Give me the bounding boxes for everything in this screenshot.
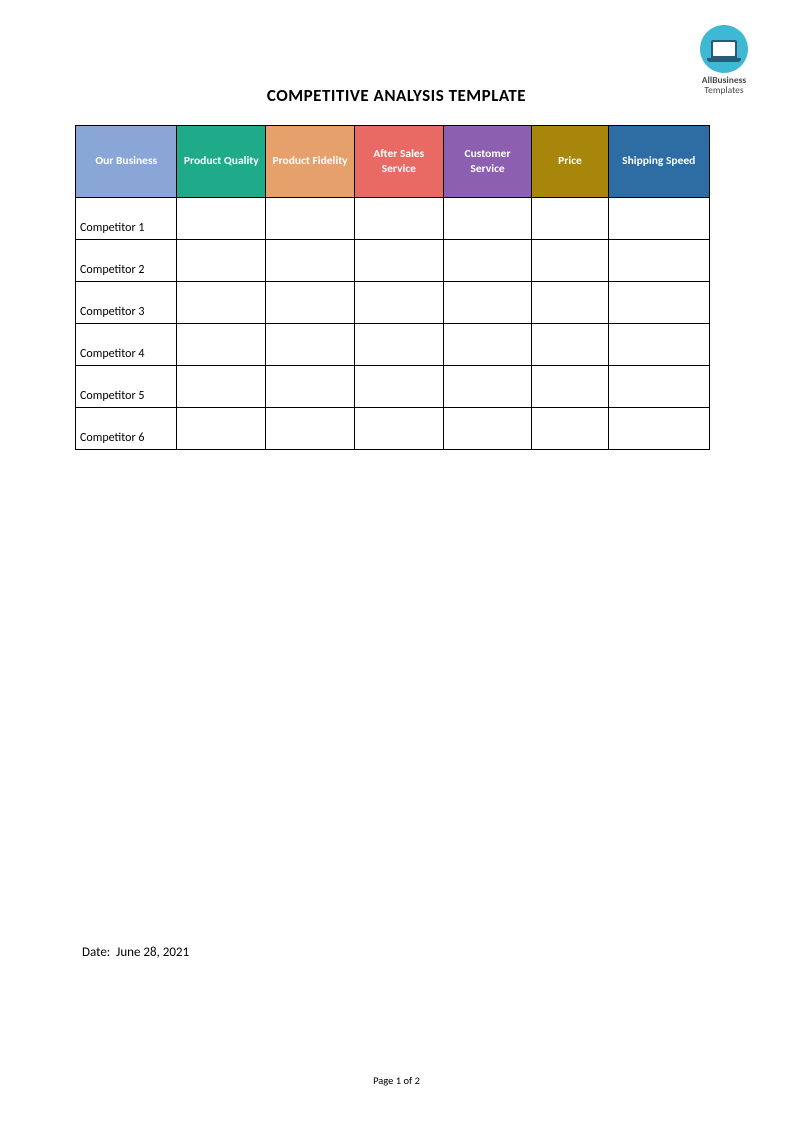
table-cell xyxy=(354,408,443,450)
date-line: Date: June 28, 2021 xyxy=(82,945,189,960)
table-cell xyxy=(177,282,266,324)
table-cell xyxy=(177,324,266,366)
table-row: Competitor 2 xyxy=(76,240,710,282)
table-cell xyxy=(608,366,709,408)
table-cell xyxy=(532,324,608,366)
page-title: COMPETITIVE ANALYSIS TEMPLATE xyxy=(0,85,793,106)
page-footer: Page 1 of 2 xyxy=(0,1074,793,1087)
table-header-cell: After Sales Service xyxy=(354,126,443,198)
analysis-table: Our BusinessProduct QualityProduct Fidel… xyxy=(75,125,710,450)
table-row: Competitor 5 xyxy=(76,366,710,408)
table-cell xyxy=(354,324,443,366)
table-cell xyxy=(443,408,532,450)
table-cell xyxy=(177,240,266,282)
table-cell xyxy=(608,198,709,240)
table-cell xyxy=(532,282,608,324)
table-cell xyxy=(354,198,443,240)
table-header-cell: Product Quality xyxy=(177,126,266,198)
table-cell xyxy=(354,240,443,282)
table-cell xyxy=(177,408,266,450)
table-header-cell: Customer Service xyxy=(443,126,532,198)
analysis-table-container: Our BusinessProduct QualityProduct Fidel… xyxy=(75,125,710,450)
table-cell xyxy=(354,366,443,408)
row-label: Competitor 2 xyxy=(76,240,177,282)
table-cell xyxy=(608,240,709,282)
date-value: June 28, 2021 xyxy=(116,945,189,960)
table-cell xyxy=(177,366,266,408)
row-label: Competitor 1 xyxy=(76,198,177,240)
table-cell xyxy=(266,198,355,240)
table-header-row: Our BusinessProduct QualityProduct Fidel… xyxy=(76,126,710,198)
table-row: Competitor 4 xyxy=(76,324,710,366)
table-cell xyxy=(266,324,355,366)
table-cell xyxy=(443,366,532,408)
table-cell xyxy=(532,198,608,240)
table-cell xyxy=(608,282,709,324)
table-header-cell: Our Business xyxy=(76,126,177,198)
table-row: Competitor 3 xyxy=(76,282,710,324)
table-cell xyxy=(443,198,532,240)
row-label: Competitor 3 xyxy=(76,282,177,324)
table-cell xyxy=(443,282,532,324)
table-row: Competitor 1 xyxy=(76,198,710,240)
table-cell xyxy=(266,282,355,324)
logo-circle xyxy=(700,25,748,73)
table-cell xyxy=(443,240,532,282)
table-header-cell: Price xyxy=(532,126,608,198)
row-label: Competitor 4 xyxy=(76,324,177,366)
table-cell xyxy=(266,240,355,282)
row-label: Competitor 6 xyxy=(76,408,177,450)
table-cell xyxy=(532,408,608,450)
row-label: Competitor 5 xyxy=(76,366,177,408)
table-cell xyxy=(266,408,355,450)
table-cell xyxy=(532,240,608,282)
table-cell xyxy=(266,366,355,408)
table-cell xyxy=(608,408,709,450)
table-row: Competitor 6 xyxy=(76,408,710,450)
table-header-cell: Product Fidelity xyxy=(266,126,355,198)
table-cell xyxy=(443,324,532,366)
table-cell xyxy=(608,324,709,366)
table-cell xyxy=(532,366,608,408)
table-header-cell: Shipping Speed xyxy=(608,126,709,198)
laptop-icon xyxy=(711,40,737,58)
table-cell xyxy=(177,198,266,240)
table-cell xyxy=(354,282,443,324)
date-label: Date: xyxy=(82,945,110,960)
